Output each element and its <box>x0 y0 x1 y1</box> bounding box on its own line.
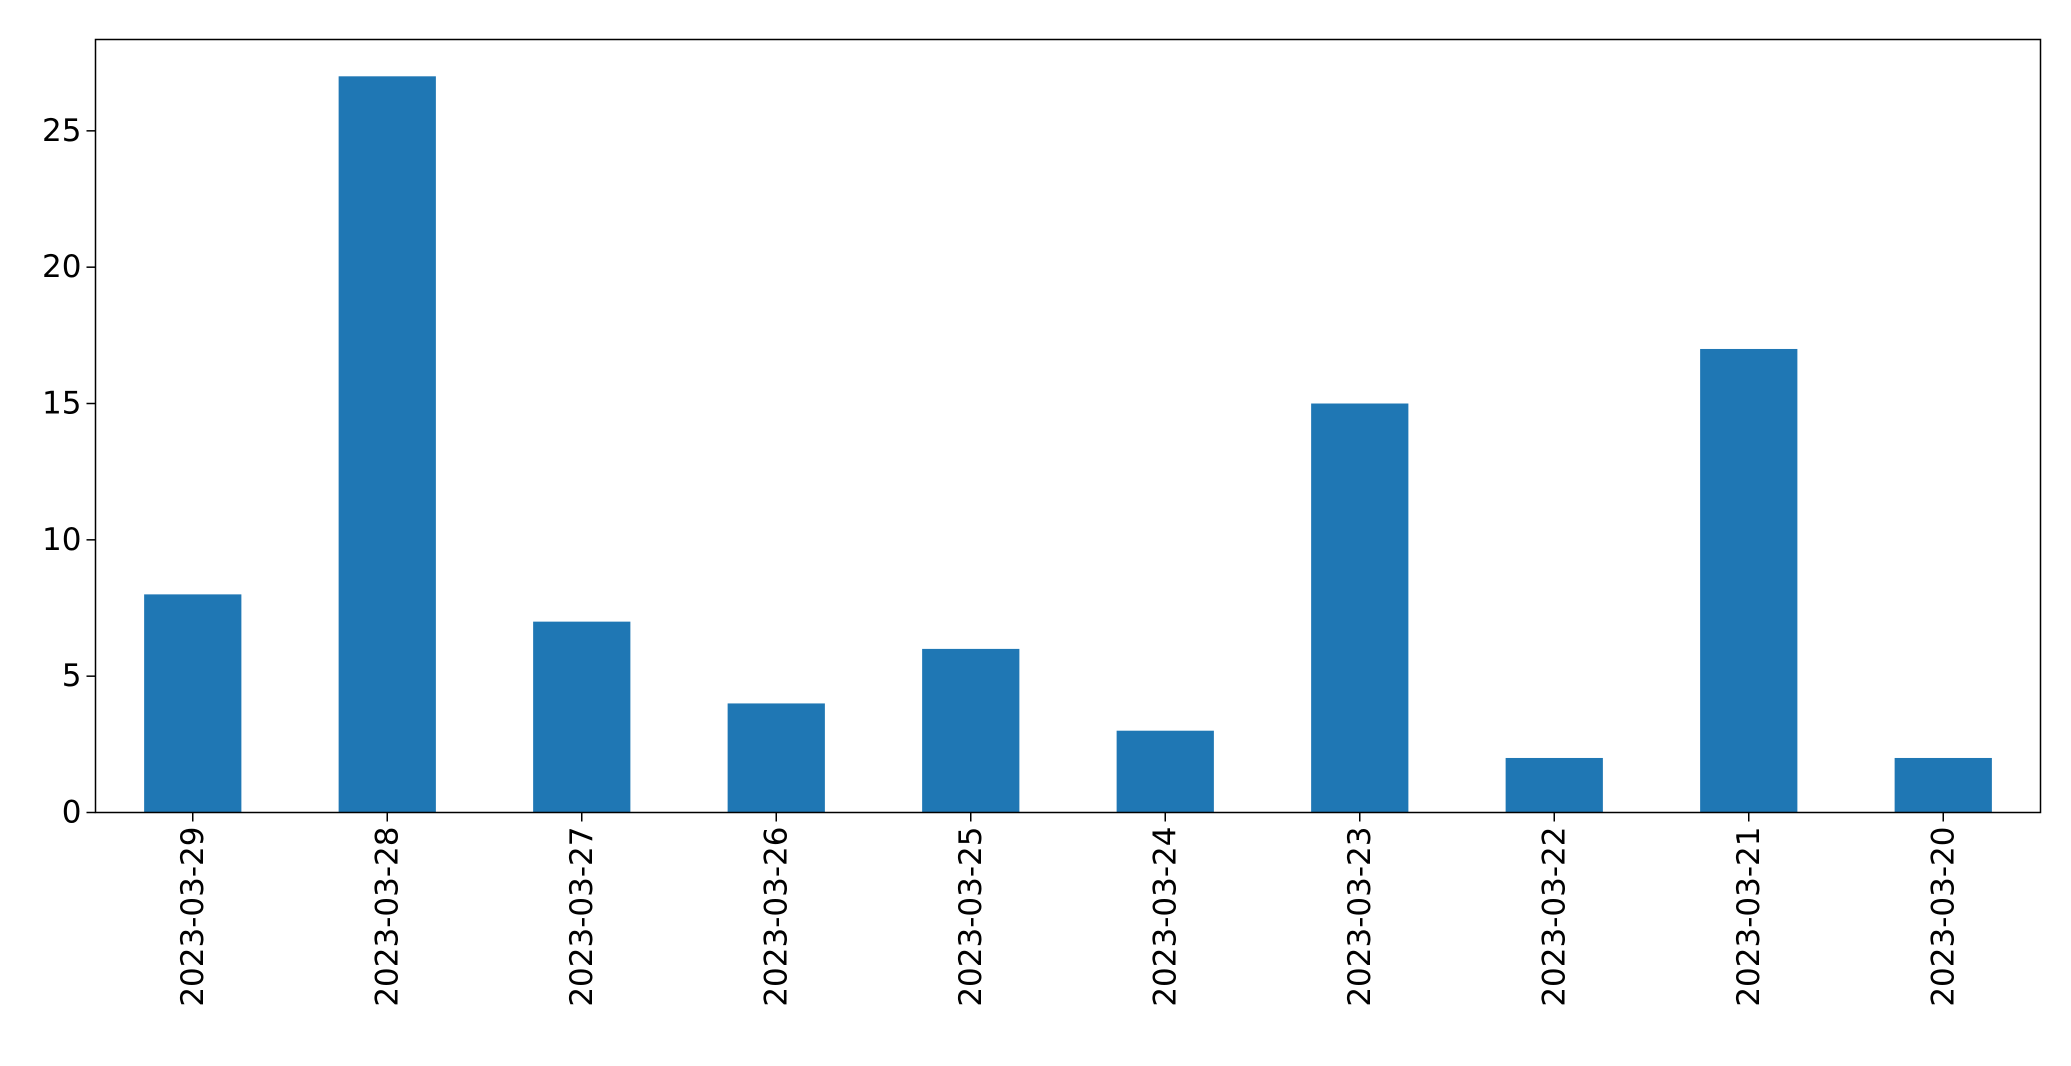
bar-2023-03-22 <box>1505 757 1603 813</box>
y-tick-label: 5 <box>62 658 82 694</box>
x-axis: 2023-03-29 2023-03-28 2023-03-27 2023-03-26… <box>175 812 1961 1007</box>
x-tick-label: 2023-03-29 <box>175 827 211 1007</box>
y-tick-label: 0 <box>62 795 82 831</box>
x-tick-label: 2023-03-22 <box>1536 827 1572 1007</box>
x-tick-label: 2023-03-26 <box>758 827 794 1007</box>
x-tick-label: 2023-03-20 <box>1925 827 1961 1007</box>
bar-2023-03-21 <box>1700 348 1798 813</box>
y-tick-label: 20 <box>42 249 81 285</box>
bar-2023-03-27 <box>533 621 631 813</box>
x-tick-label: 2023-03-28 <box>369 827 405 1007</box>
x-tick-label: 2023-03-27 <box>564 827 600 1007</box>
x-tick-label: 2023-03-24 <box>1147 827 1183 1007</box>
y-tick-label: 25 <box>42 113 81 149</box>
bar-2023-03-20 <box>1894 757 1992 813</box>
y-axis: 0 5 10 15 20 25 <box>42 113 96 831</box>
bar-2023-03-25 <box>922 648 1020 813</box>
y-tick-label: 15 <box>42 386 81 422</box>
bar-2023-03-29 <box>144 594 242 813</box>
plot-frame <box>94 38 2042 814</box>
bars-group <box>144 76 1992 813</box>
bar-2023-03-26 <box>727 703 825 813</box>
bar-2023-03-28 <box>338 76 436 813</box>
x-tick-label: 2023-03-21 <box>1731 827 1767 1007</box>
x-tick-label: 2023-03-25 <box>953 827 989 1007</box>
bar-2023-03-23 <box>1311 403 1409 813</box>
x-tick-label: 2023-03-23 <box>1342 827 1378 1007</box>
bar-2023-03-24 <box>1116 730 1214 813</box>
y-tick-label: 10 <box>42 522 81 558</box>
